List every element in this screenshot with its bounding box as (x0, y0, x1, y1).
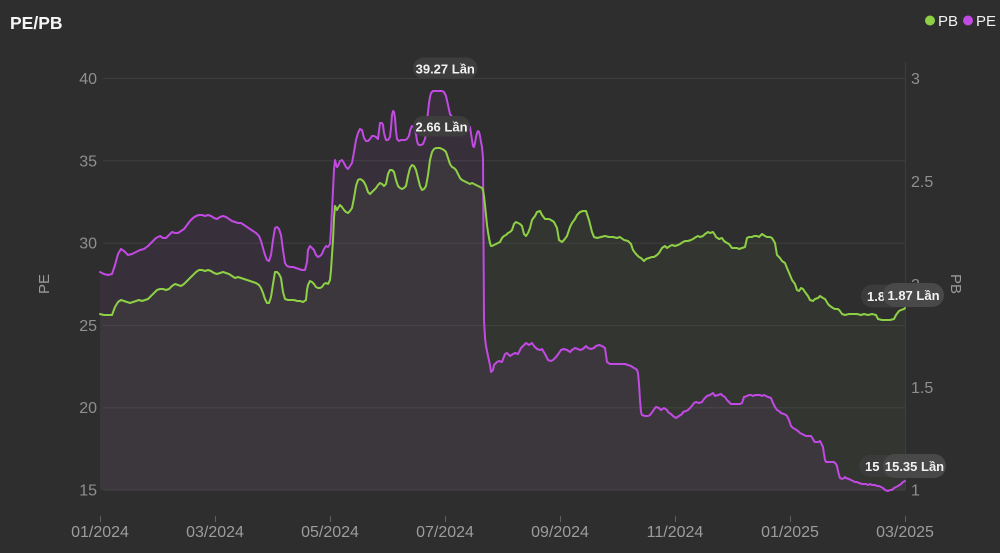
svg-text:39.27 Lần: 39.27 Lần (416, 61, 475, 76)
svg-text:PE: PE (36, 274, 53, 294)
svg-text:03/2024: 03/2024 (186, 524, 244, 541)
svg-text:PB: PB (938, 13, 958, 30)
svg-text:PE: PE (976, 13, 996, 30)
svg-text:35: 35 (79, 153, 97, 170)
svg-text:PE/PB: PE/PB (10, 13, 63, 33)
svg-text:40: 40 (79, 71, 97, 88)
svg-text:01/2025: 01/2025 (761, 524, 819, 541)
svg-text:3: 3 (911, 71, 920, 88)
svg-text:15.35 Lần: 15.35 Lần (885, 459, 944, 474)
svg-text:11/2024: 11/2024 (647, 524, 704, 541)
svg-text:1.5: 1.5 (911, 380, 933, 397)
svg-text:07/2024: 07/2024 (416, 524, 474, 541)
svg-text:03/2025: 03/2025 (876, 524, 934, 541)
svg-text:20: 20 (79, 400, 97, 417)
svg-text:1: 1 (911, 483, 920, 500)
svg-text:05/2024: 05/2024 (301, 524, 359, 541)
svg-text:2.66 Lần: 2.66 Lần (415, 119, 467, 134)
svg-text:15: 15 (79, 483, 97, 500)
svg-text:01/2024: 01/2024 (71, 524, 129, 541)
svg-text:1.8: 1.8 (867, 289, 885, 304)
svg-text:09/2024: 09/2024 (531, 524, 589, 541)
svg-text:PB: PB (947, 274, 964, 294)
svg-text:25: 25 (79, 318, 97, 335)
svg-text:2.5: 2.5 (911, 174, 933, 191)
svg-text:30: 30 (79, 236, 97, 253)
svg-text:15: 15 (865, 459, 879, 474)
svg-text:1.87 Lần: 1.87 Lần (887, 288, 939, 303)
